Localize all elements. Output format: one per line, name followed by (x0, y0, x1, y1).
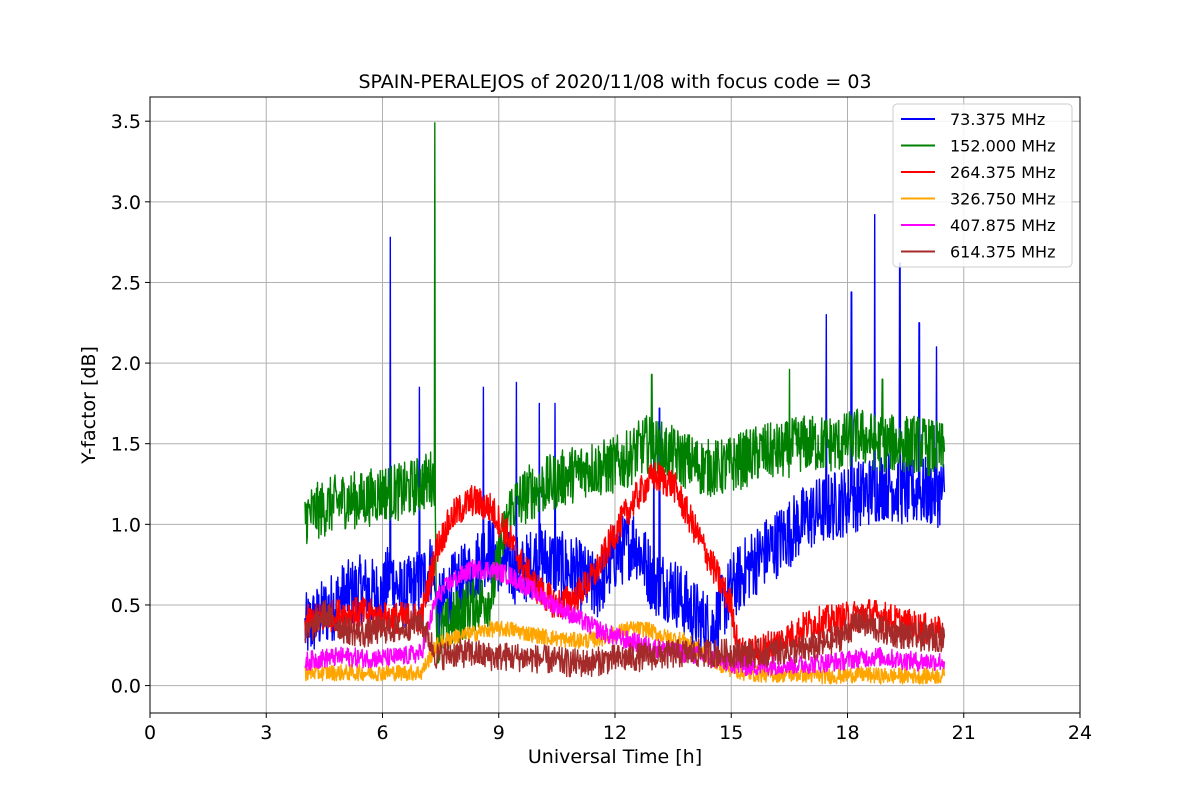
series-path (304, 214, 946, 662)
y-tick-label: 1.5 (111, 434, 141, 456)
legend-label: 264.375 MHz (950, 163, 1055, 182)
series-layer (304, 122, 946, 685)
legend: 73.375 MHz 152.000 MHz 264.375 MHz 326.750 … (892, 103, 1073, 268)
series-line (304, 122, 946, 664)
x-tick-label: 0 (144, 722, 156, 744)
legend-label: 152.000 MHz (950, 137, 1055, 156)
chart-title: SPAIN-PERALEJOS of 2020/11/08 with focus… (358, 71, 871, 93)
x-axis: 0 3 6 9 12 15 18 21 24 (144, 713, 1092, 744)
series-line (304, 214, 946, 662)
series-line (304, 599, 946, 678)
y-tick-label: 3.0 (111, 192, 141, 214)
x-tick-label: 24 (1068, 722, 1092, 744)
legend-box (892, 103, 1073, 268)
y-axis-label: Y-factor [dB] (78, 346, 100, 465)
y-tick-label: 2.5 (111, 272, 141, 294)
title-group: SPAIN-PERALEJOS of 2020/11/08 with focus… (358, 71, 871, 93)
x-tick-label: 6 (376, 722, 388, 744)
y-tick-label: 2.0 (111, 353, 141, 375)
series-line (304, 559, 946, 676)
series-path (304, 599, 946, 678)
y-tick-label: 0.5 (111, 595, 141, 617)
legend-label: 326.750 MHz (950, 190, 1055, 209)
series-line (304, 620, 946, 685)
legend-label: 614.375 MHz (950, 243, 1055, 262)
series-path (304, 620, 946, 685)
y-tick-label: 0.0 (111, 676, 141, 698)
x-tick-label: 15 (719, 722, 743, 744)
legend-label: 407.875 MHz (950, 216, 1055, 235)
y-tick-label: 3.5 (111, 111, 141, 133)
x-axis-label: Universal Time [h] (528, 746, 702, 768)
legend-label: 73.375 MHz (950, 110, 1045, 129)
x-tick-label: 12 (603, 722, 627, 744)
y-tick-label: 1.0 (111, 514, 141, 536)
series-path (304, 122, 946, 664)
x-tick-label: 9 (493, 722, 505, 744)
x-tick-label: 3 (260, 722, 272, 744)
x-tick-label: 18 (835, 722, 859, 744)
x-tick-label: 21 (952, 722, 976, 744)
series-path (304, 559, 946, 676)
y-axis: 0.0 0.5 1.0 1.5 2.0 2.5 3.0 3.5 (111, 111, 150, 698)
